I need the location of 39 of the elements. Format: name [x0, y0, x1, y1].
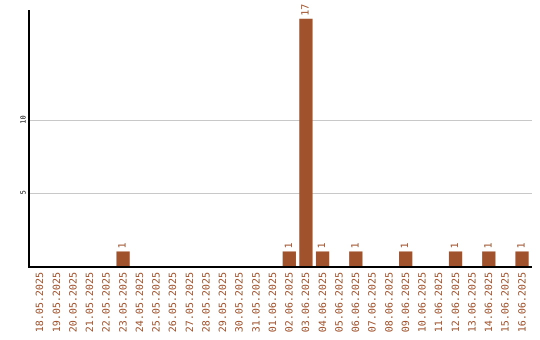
x-tick-label: 22.05.2025 [102, 272, 113, 332]
x-tick-label: 06.06.2025 [351, 272, 362, 332]
data-label: 17 [300, 4, 312, 16]
x-tick-label: 29.05.2025 [218, 272, 230, 332]
x-tick-label: 05.06.2025 [334, 272, 346, 332]
x-tick-label: 24.05.2025 [134, 272, 146, 332]
x-tick-label: 31.05.2025 [251, 272, 262, 332]
x-tick-label: 11.06.2025 [434, 272, 446, 332]
data-label: 1 [350, 242, 362, 248]
x-tick-label: 01.06.2025 [268, 272, 279, 332]
x-tick-label: 09.06.2025 [400, 272, 412, 332]
x-tick-label: 04.06.2025 [318, 272, 329, 332]
x-tick-label: 21.05.2025 [85, 272, 96, 332]
data-label: 1 [450, 242, 462, 248]
x-tick-label: 26.05.2025 [168, 272, 180, 332]
x-tick-label: 12.06.2025 [450, 272, 462, 332]
data-label: 1 [400, 242, 412, 248]
x-tick-label: 03.06.2025 [301, 272, 312, 332]
x-tick-label: 08.06.2025 [384, 272, 396, 332]
data-label: 1 [118, 242, 129, 248]
x-tick-label: 13.06.2025 [467, 272, 478, 332]
x-tick-label: 07.06.2025 [368, 272, 379, 332]
x-tick-label: 20.05.2025 [68, 272, 80, 332]
x-tick-label: 23.05.2025 [118, 272, 130, 332]
x-tick-label: 15.06.2025 [500, 272, 512, 332]
x-tick-label: 14.06.2025 [484, 272, 496, 332]
data-label: 1 [483, 242, 494, 248]
x-tick-label: 30.05.2025 [234, 272, 246, 332]
data-label: 1 [516, 242, 528, 248]
x-tick-label: 10.06.2025 [418, 272, 429, 332]
x-tick-label: 02.06.2025 [284, 272, 296, 332]
data-label: 1 [284, 242, 295, 248]
x-tick-label: 25.05.2025 [152, 272, 163, 332]
x-tick-label: 19.05.2025 [52, 272, 63, 332]
x-tick-label: 16.06.2025 [517, 272, 528, 332]
x-tick-label: 18.05.2025 [35, 272, 46, 332]
x-tick-label: 27.05.2025 [184, 272, 196, 332]
x-tick-label: 28.05.2025 [201, 272, 212, 332]
data-label: 1 [317, 242, 328, 248]
